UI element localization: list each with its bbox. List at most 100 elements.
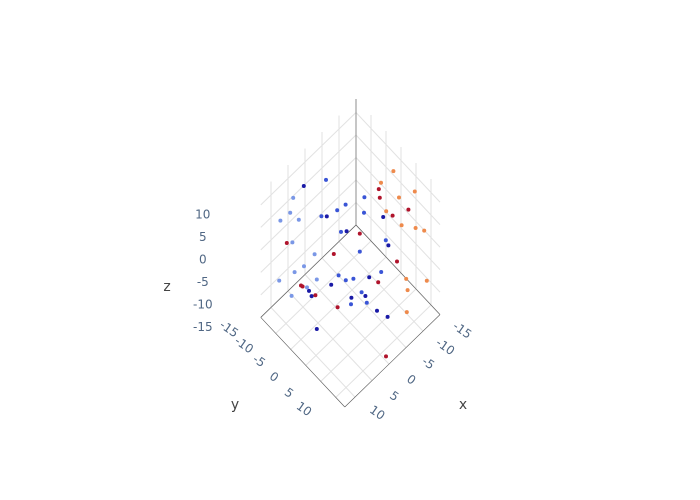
point: [364, 300, 369, 305]
grid-line: [335, 304, 432, 398]
point: [384, 209, 389, 214]
point: [343, 202, 348, 207]
point: [296, 217, 301, 222]
grid-line: [290, 256, 387, 350]
point: [379, 180, 383, 185]
point: [397, 195, 401, 200]
point: [383, 238, 388, 243]
grid-line: [270, 307, 356, 398]
point: [301, 184, 306, 188]
y-axis-title: y: [231, 397, 239, 413]
point: [359, 290, 364, 295]
z-tick-label: 10: [195, 207, 210, 221]
point: [324, 214, 329, 219]
point: [381, 215, 386, 219]
grid-line: [275, 240, 372, 334]
point: [351, 276, 356, 281]
grid-line: [355, 112, 441, 203]
point: [391, 169, 396, 174]
grid-line: [355, 179, 441, 270]
x-tick-label: -15: [450, 319, 474, 342]
x-axis-title: x: [459, 397, 467, 413]
y-tick-label: 5: [282, 385, 296, 401]
z-tick-label: -5: [197, 275, 209, 289]
point: [379, 270, 384, 274]
x-tick-label: 10: [367, 403, 388, 423]
point: [299, 283, 303, 288]
point: [367, 275, 372, 280]
point: [406, 207, 411, 212]
x-tick-label: 0: [404, 372, 418, 388]
point: [375, 308, 379, 313]
grid-line: [260, 134, 357, 228]
point: [307, 288, 311, 293]
point: [362, 195, 367, 200]
x-tick-label: -5: [419, 354, 437, 372]
point: [289, 293, 294, 298]
point: [357, 231, 362, 236]
point: [412, 189, 417, 194]
point: [404, 276, 409, 281]
grid-line: [305, 272, 402, 366]
point: [405, 288, 410, 293]
grid-line: [355, 202, 441, 293]
point: [291, 195, 296, 200]
point: [384, 354, 388, 359]
y-tick-label: -5: [250, 352, 268, 370]
point: [399, 223, 404, 228]
point: [424, 278, 429, 283]
point: [385, 314, 390, 319]
grid-line: [321, 257, 407, 348]
point: [376, 187, 381, 192]
z-tick-label: 0: [199, 252, 207, 266]
point: [329, 282, 334, 287]
point: [349, 302, 353, 307]
box-edge: [344, 314, 441, 408]
point: [324, 177, 328, 182]
z-tick-label: -15: [193, 320, 213, 334]
z-tick-label: 5: [199, 230, 207, 244]
box-edge: [260, 317, 346, 408]
point: [319, 214, 324, 219]
point: [395, 259, 399, 264]
x-tick-label: -10: [433, 335, 457, 358]
point: [302, 264, 306, 269]
point: [335, 208, 340, 213]
grid-line: [260, 202, 357, 296]
point: [386, 243, 391, 248]
x-tick-label: 5: [387, 388, 401, 404]
z-tick-label: -10: [193, 297, 213, 311]
point: [290, 240, 295, 245]
point: [343, 278, 348, 283]
point: [357, 249, 362, 254]
y-tick-label: -10: [232, 334, 256, 357]
grid-line: [355, 157, 441, 248]
point: [314, 327, 319, 331]
point: [305, 285, 309, 290]
point: [288, 210, 293, 215]
grid-line: [287, 290, 373, 381]
point: [331, 252, 336, 256]
z-axis-title: z: [163, 279, 170, 295]
grid-line: [320, 288, 417, 382]
point: [377, 195, 382, 200]
point: [376, 280, 381, 285]
point: [336, 273, 341, 278]
point: [277, 278, 282, 283]
point: [314, 277, 319, 282]
point: [278, 218, 283, 223]
point: [390, 213, 395, 218]
point: [362, 210, 366, 215]
point: [335, 305, 340, 310]
point: [312, 252, 317, 257]
point: [313, 293, 318, 298]
point: [363, 294, 368, 298]
y-tick-label: 10: [294, 399, 315, 419]
point: [413, 226, 418, 230]
point: [404, 310, 409, 315]
point: [339, 229, 343, 234]
box-edge: [260, 224, 357, 318]
grid-line: [260, 157, 357, 251]
grid-line: [304, 274, 390, 365]
